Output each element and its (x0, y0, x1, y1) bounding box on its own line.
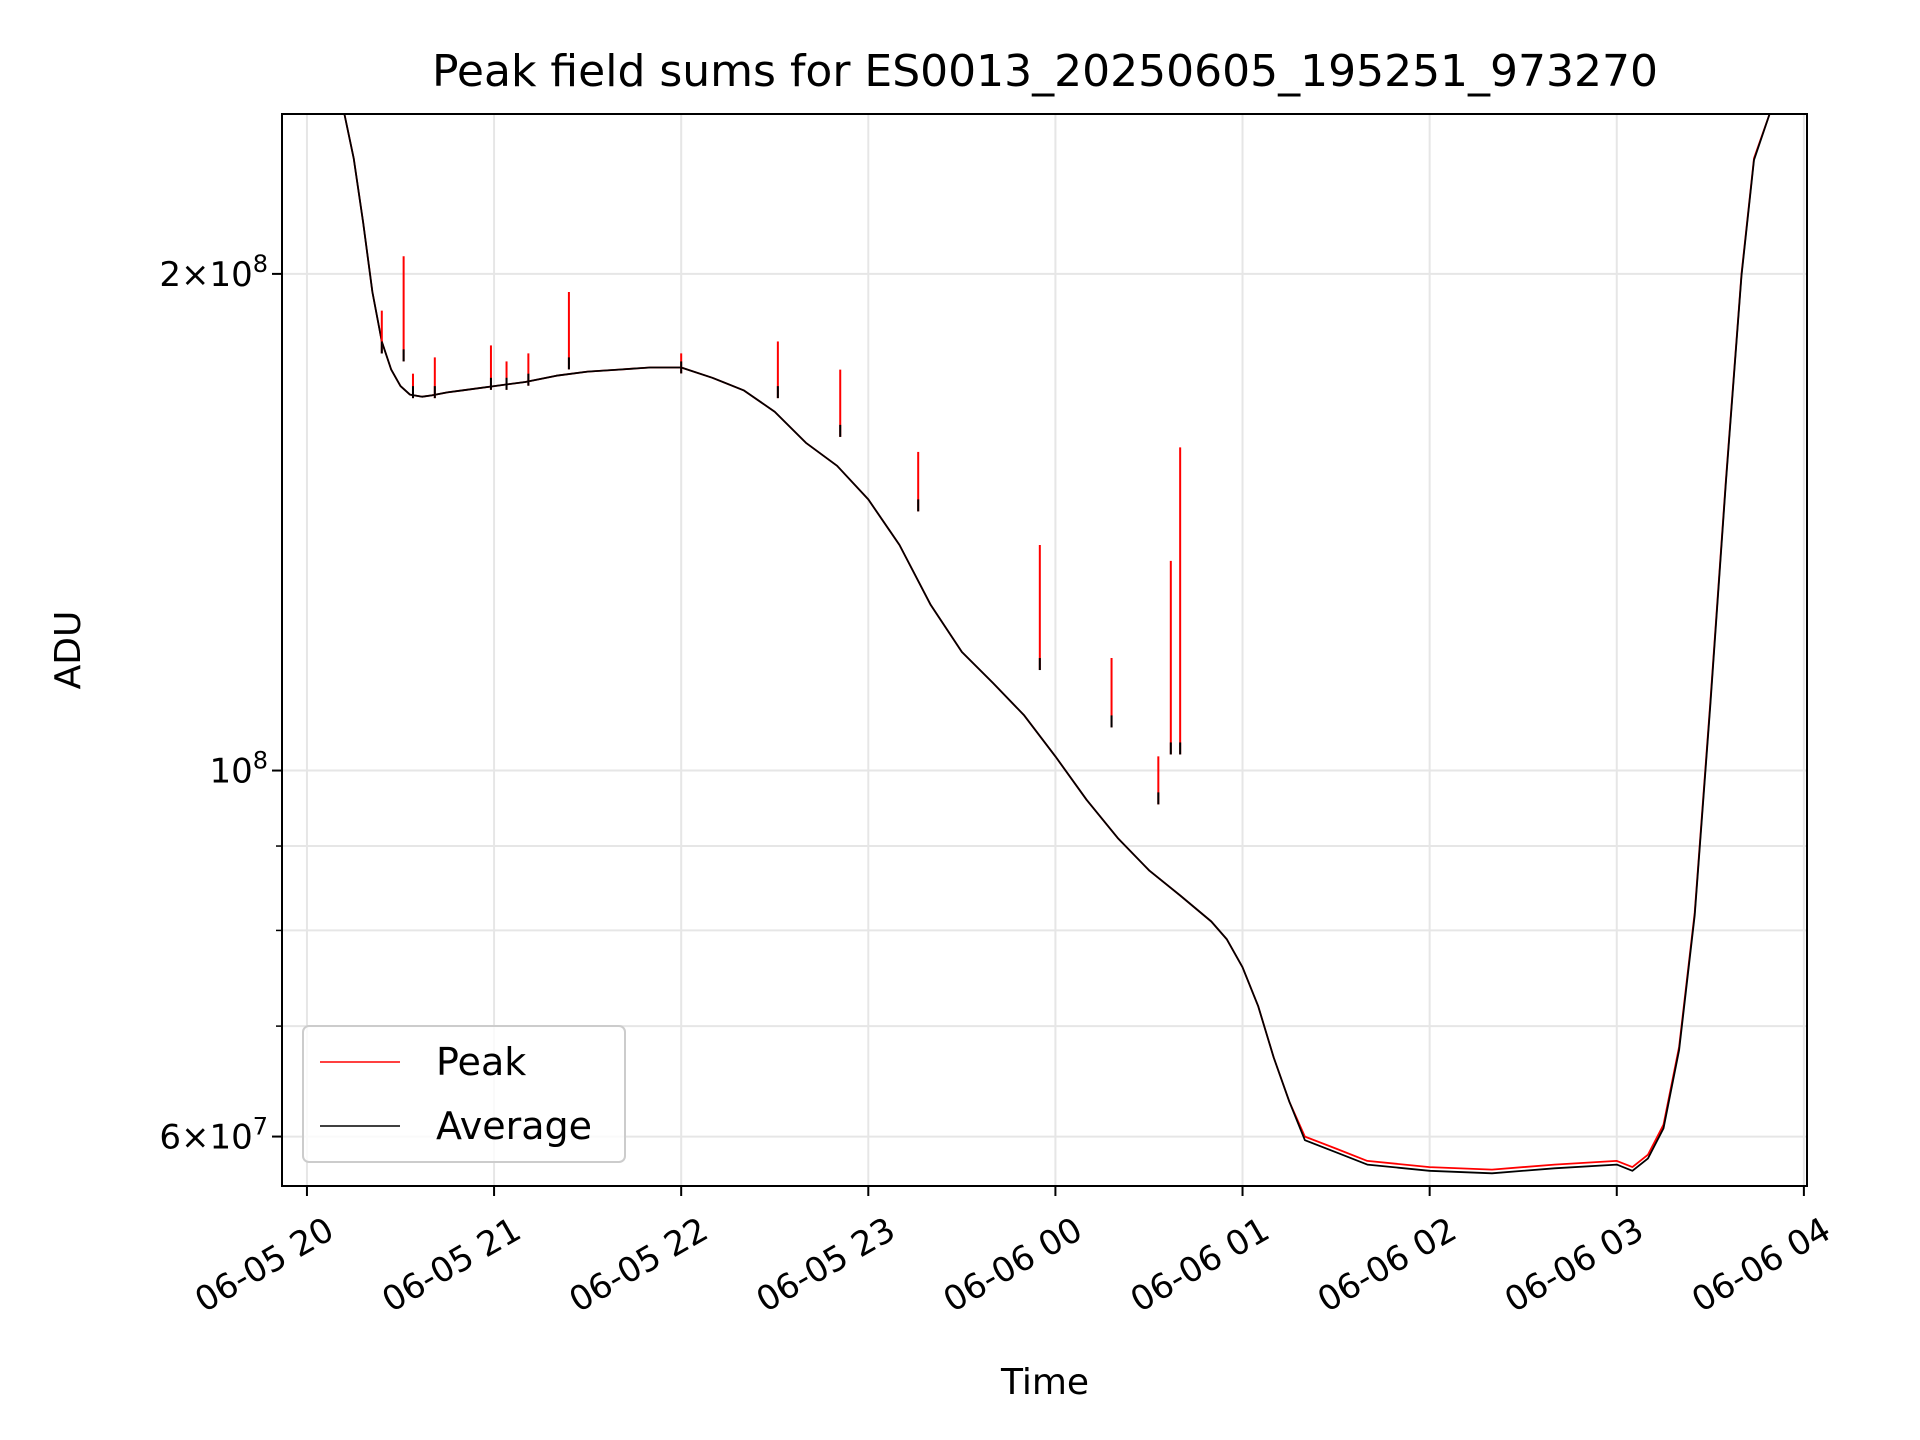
y-tick-label: 6×107 (159, 1113, 268, 1158)
grid (282, 114, 1807, 1186)
plot-area (343, 113, 1771, 1175)
x-axis-label: Time (1000, 1362, 1089, 1403)
y-axis-label: ADU (48, 611, 89, 690)
series-line-average (343, 113, 1771, 1175)
y-tick-label: 108 (209, 747, 268, 792)
legend: Peak Average (302, 1025, 626, 1163)
legend-label-peak: Peak (436, 1040, 526, 1084)
legend-label-average: Average (436, 1104, 592, 1148)
y-tick-label: 2×108 (159, 250, 268, 295)
legend-box (302, 1025, 626, 1163)
y-axis: 6×107 108 2×108 (159, 250, 282, 1158)
axes-frame (281, 113, 1808, 1187)
chart-title: Peak field sums for ES0013_20250605_1952… (432, 46, 1658, 97)
